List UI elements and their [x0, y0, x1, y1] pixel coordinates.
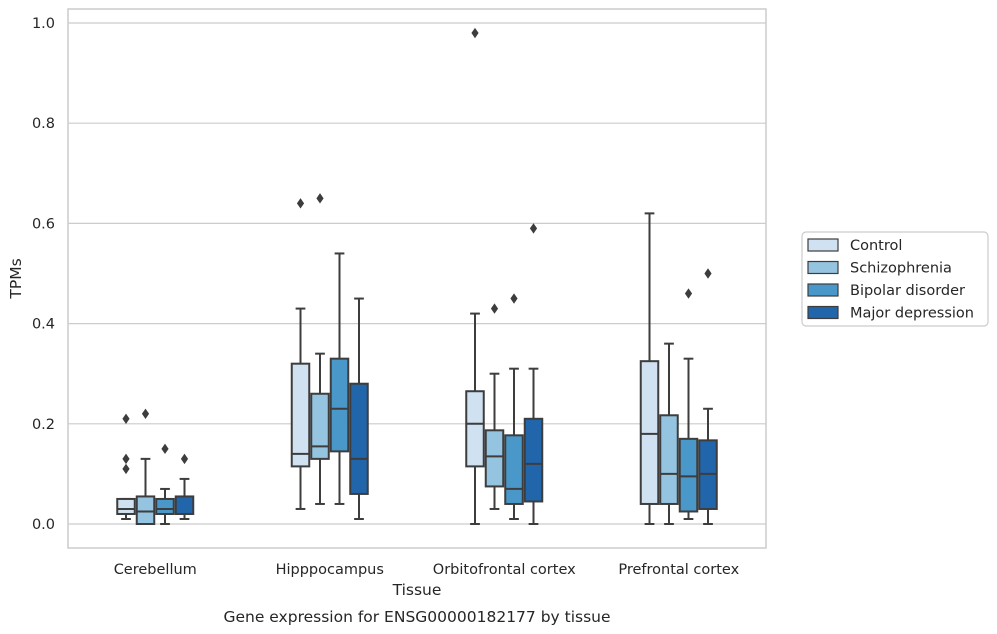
x-tick-label: Orbitofrontal cortex: [433, 562, 576, 578]
box-iqr: [484, 429, 505, 488]
x-tick-label: Prefrontal cortex: [618, 562, 739, 578]
legend-swatch: [807, 305, 839, 320]
legend-swatch: [807, 260, 839, 275]
box-iqr: [639, 360, 660, 505]
x-axis-title: Tissue: [392, 581, 442, 599]
y-tick-label: 0.8: [32, 116, 55, 132]
y-axis-title: TPMs: [7, 258, 25, 299]
legend-swatch: [807, 238, 839, 252]
plot-area-frame: [67, 8, 767, 549]
legend-label: Major depression: [850, 306, 974, 322]
box-iqr: [329, 357, 350, 453]
box-iqr: [174, 495, 195, 515]
box-control: [116, 413, 136, 520]
box-schizophrenia: [310, 193, 330, 505]
y-tick-labels: 0.0 0.2 0.4 0.6 0.8 1.0: [32, 16, 55, 533]
x-tick-label: Cerebellum: [114, 562, 197, 578]
box-control: [639, 212, 660, 525]
outlier-point: [296, 198, 305, 209]
outlier-point: [122, 463, 130, 475]
legend-label: Control: [850, 238, 902, 254]
box-bipolar-disorder: [155, 443, 175, 525]
box-iqr: [135, 495, 156, 526]
box-bipolar-disorder: [678, 288, 699, 520]
boxes: [116, 27, 718, 526]
outlier-point: [510, 293, 518, 304]
legend-label: Schizophrenia: [850, 261, 952, 277]
box-iqr: [523, 417, 544, 503]
y-tick-label: 1.0: [32, 16, 55, 32]
legend-label: Bipolar disorder: [850, 283, 965, 299]
box-bipolar-disorder: [504, 293, 524, 520]
chart-caption: Gene expression for ENSG00000182177 by t…: [223, 608, 610, 626]
box-control: [290, 198, 311, 510]
box-iqr: [659, 414, 679, 505]
outlier-point: [122, 453, 130, 465]
outlier-point: [122, 413, 130, 424]
box-major-depression: [523, 223, 544, 525]
outlier-point: [161, 443, 169, 455]
y-tick-label: 0.4: [32, 317, 55, 333]
box-schizophrenia: [484, 303, 505, 510]
box-bipolar-disorder: [329, 252, 350, 505]
box-iqr: [290, 362, 311, 468]
outlier-point: [141, 408, 150, 419]
outlier-point: [529, 223, 538, 234]
legend-swatch: [807, 283, 839, 297]
box-iqr: [116, 497, 136, 515]
x-tick-label: Hipppocampus: [276, 562, 384, 578]
outlier-point: [316, 193, 324, 204]
box-major-depression: [174, 453, 195, 520]
box-major-depression: [698, 268, 718, 525]
y-tick-label: 0.0: [32, 517, 55, 533]
outlier-point: [180, 453, 189, 465]
box-iqr: [465, 390, 485, 468]
outlier-point: [684, 288, 693, 299]
box-schizophrenia: [135, 408, 156, 526]
box-schizophrenia: [659, 342, 679, 525]
outlier-point: [490, 303, 499, 314]
y-tick-label: 0.2: [32, 417, 55, 433]
legend-frame: [801, 231, 989, 327]
legend: Control Schizophrenia Bipolar disorder Majo…: [801, 231, 989, 327]
box-major-depression: [349, 297, 369, 520]
box-iqr: [678, 437, 699, 513]
y-tick-label: 0.6: [32, 216, 55, 232]
box-iqr: [504, 434, 524, 505]
outlier-point: [471, 27, 479, 39]
outlier-point: [704, 268, 712, 279]
box-iqr: [310, 392, 330, 460]
box-control: [465, 27, 485, 525]
box-iqr: [155, 497, 175, 515]
box-iqr: [349, 382, 369, 495]
x-tick-labels: Cerebellum Hipppocampus Orbitofrontal cort…: [114, 562, 740, 578]
